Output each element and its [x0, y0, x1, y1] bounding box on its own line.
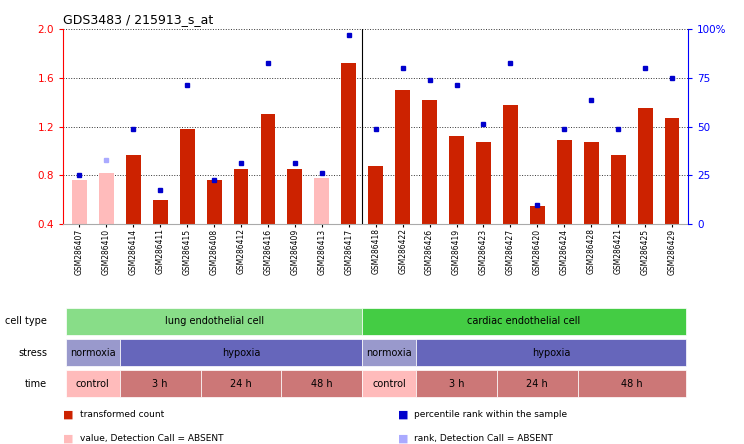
- Text: percentile rank within the sample: percentile rank within the sample: [414, 410, 568, 419]
- Bar: [664, 118, 679, 224]
- Text: ■: ■: [398, 409, 408, 419]
- FancyBboxPatch shape: [416, 339, 685, 366]
- Bar: [99, 173, 114, 224]
- Text: ■: ■: [63, 434, 74, 444]
- Text: cell type: cell type: [5, 317, 47, 326]
- Text: GDS3483 / 215913_s_at: GDS3483 / 215913_s_at: [63, 13, 214, 26]
- FancyBboxPatch shape: [362, 370, 416, 397]
- Bar: [234, 169, 248, 224]
- Text: ■: ■: [63, 409, 74, 419]
- Bar: [126, 155, 141, 224]
- Text: 24 h: 24 h: [527, 379, 548, 388]
- Text: ■: ■: [398, 434, 408, 444]
- FancyBboxPatch shape: [120, 339, 362, 366]
- Bar: [260, 114, 275, 224]
- Text: hypoxia: hypoxia: [222, 348, 260, 357]
- Text: 48 h: 48 h: [620, 379, 642, 388]
- Text: normoxia: normoxia: [70, 348, 115, 357]
- Text: 3 h: 3 h: [449, 379, 464, 388]
- Text: 48 h: 48 h: [311, 379, 333, 388]
- Text: transformed count: transformed count: [80, 410, 164, 419]
- Bar: [422, 100, 437, 224]
- Text: control: control: [76, 379, 110, 388]
- FancyBboxPatch shape: [66, 308, 362, 335]
- Text: control: control: [372, 379, 406, 388]
- Bar: [611, 155, 626, 224]
- Text: rank, Detection Call = ABSENT: rank, Detection Call = ABSENT: [414, 434, 554, 443]
- Text: lung endothelial cell: lung endothelial cell: [164, 317, 263, 326]
- Bar: [153, 200, 167, 224]
- FancyBboxPatch shape: [201, 370, 281, 397]
- Bar: [530, 206, 545, 224]
- Bar: [180, 129, 195, 224]
- Bar: [638, 108, 652, 224]
- Bar: [72, 180, 87, 224]
- Text: time: time: [25, 379, 47, 388]
- Text: normoxia: normoxia: [366, 348, 412, 357]
- Bar: [584, 143, 599, 224]
- Text: value, Detection Call = ABSENT: value, Detection Call = ABSENT: [80, 434, 223, 443]
- Bar: [315, 178, 330, 224]
- Bar: [395, 90, 410, 224]
- Text: cardiac endothelial cell: cardiac endothelial cell: [467, 317, 580, 326]
- Text: 24 h: 24 h: [230, 379, 252, 388]
- FancyBboxPatch shape: [66, 339, 120, 366]
- FancyBboxPatch shape: [578, 370, 685, 397]
- FancyBboxPatch shape: [281, 370, 362, 397]
- FancyBboxPatch shape: [66, 370, 120, 397]
- Text: hypoxia: hypoxia: [532, 348, 570, 357]
- Bar: [449, 136, 464, 224]
- Bar: [476, 143, 491, 224]
- Bar: [557, 140, 571, 224]
- Bar: [341, 63, 356, 224]
- Text: 3 h: 3 h: [153, 379, 168, 388]
- FancyBboxPatch shape: [362, 339, 416, 366]
- Bar: [287, 169, 302, 224]
- FancyBboxPatch shape: [362, 308, 685, 335]
- Bar: [207, 180, 222, 224]
- FancyBboxPatch shape: [416, 370, 497, 397]
- Bar: [503, 105, 518, 224]
- Bar: [368, 166, 383, 224]
- FancyBboxPatch shape: [120, 370, 201, 397]
- FancyBboxPatch shape: [497, 370, 578, 397]
- Text: stress: stress: [18, 348, 47, 357]
